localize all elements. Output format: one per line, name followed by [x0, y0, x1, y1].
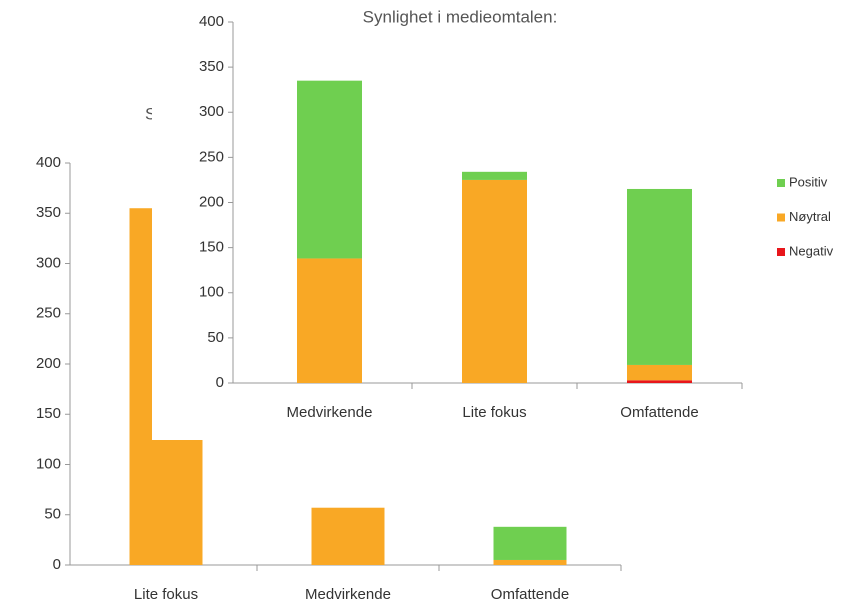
bar-segment [493, 526, 567, 560]
y-tick-label: 200 [36, 355, 61, 372]
x-tick-label: Medvirkende [305, 586, 391, 603]
legend-swatch [777, 179, 785, 187]
y-tick-label: 250 [36, 305, 61, 322]
legend-label: Negativ [789, 243, 834, 258]
y-tick-label: 300 [199, 103, 224, 120]
y-tick-label: 400 [199, 13, 224, 30]
y-tick-label: 50 [44, 506, 61, 523]
chart-title: Synlighet i medieomtalen: [363, 7, 558, 26]
y-tick-label: 0 [216, 374, 224, 391]
legend-label: Positiv [789, 174, 828, 189]
bar-segment [462, 179, 527, 383]
bar-segment [493, 559, 567, 565]
x-tick-label: Omfattende [491, 586, 569, 603]
y-tick-label: 50 [207, 329, 224, 346]
y-tick-label: 100 [199, 284, 224, 301]
x-tick-label: Lite fokus [134, 586, 198, 603]
y-tick-label: 150 [199, 239, 224, 256]
bar-segment [627, 188, 692, 365]
y-tick-label: 150 [36, 405, 61, 422]
bar-segment [297, 80, 362, 259]
chart-title: S [145, 104, 156, 123]
y-tick-label: 300 [36, 254, 61, 271]
bar-segment [462, 171, 527, 180]
y-tick-label: 350 [199, 58, 224, 75]
y-tick-label: 250 [199, 148, 224, 165]
bar-segment [297, 258, 362, 383]
y-tick-label: 200 [199, 193, 224, 210]
legend-swatch [777, 248, 785, 256]
y-tick-label: 100 [36, 455, 61, 472]
y-tick-label: 0 [53, 556, 61, 573]
bar-segment [627, 364, 692, 381]
bar-segment [627, 380, 692, 383]
legend-label: Nøytral [789, 209, 831, 224]
x-tick-label: Omfattende [620, 404, 698, 421]
x-tick-label: Lite fokus [462, 404, 526, 421]
legend-swatch [777, 213, 785, 222]
y-tick-label: 350 [36, 204, 61, 221]
bar-segment [311, 507, 385, 565]
x-tick-label: Medvirkende [287, 404, 373, 421]
y-tick-label: 400 [36, 154, 61, 171]
